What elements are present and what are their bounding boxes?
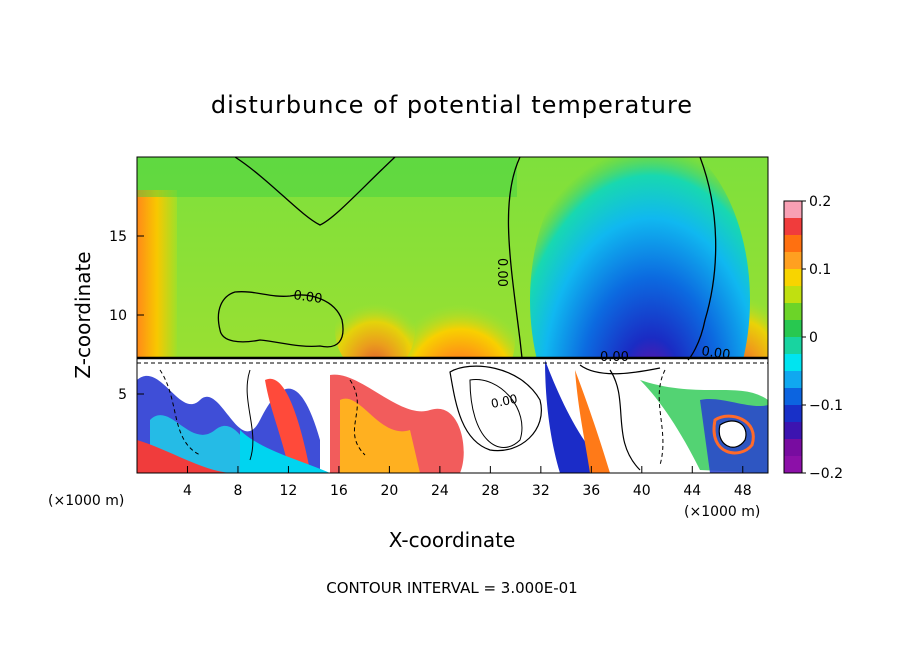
x-axis-title: X-coordinate	[389, 528, 516, 552]
colorbar-tick-label-4: −0.2	[809, 466, 843, 482]
x-tick-label-20: 20	[380, 483, 398, 499]
colorbar-swatch-5	[784, 286, 802, 304]
x-tick-label-36: 36	[582, 483, 600, 499]
x-tick-label-12: 12	[280, 483, 298, 499]
colorbar-swatch-7	[784, 320, 802, 338]
contour-label-1: 0.00	[292, 288, 323, 307]
colorbar-swatch-8	[784, 337, 802, 355]
colorbar-swatch-9	[784, 354, 802, 372]
x-tick-label-44: 44	[683, 483, 701, 499]
colorbar-swatch-0	[784, 201, 802, 219]
x-tick-label-28: 28	[481, 483, 499, 499]
colorbar-swatch-6	[784, 303, 802, 321]
y-axis: 5 10 15	[109, 229, 144, 403]
x-unit-right: (×1000 m)	[684, 504, 760, 520]
colorbar-swatch-12	[784, 405, 802, 423]
heatmap-field	[137, 157, 768, 473]
contour-label-4: 0.00	[700, 344, 731, 363]
colorbar	[783, 200, 803, 474]
x-tick-label-4: 4	[183, 483, 192, 499]
x-tick-label-8: 8	[233, 483, 242, 499]
colorbar-swatch-10	[784, 371, 802, 389]
x-axis: 4 8 12 16 20 24 28 32 36 40 44 48	[183, 466, 752, 499]
colorbar-swatch-15	[784, 456, 802, 474]
colorbar-swatch-1	[784, 218, 802, 236]
contour-interval-label: CONTOUR INTERVAL = 3.000E-01	[326, 579, 577, 597]
y-tick-label-10: 10	[109, 308, 127, 324]
y-tick-label-15: 15	[109, 229, 127, 245]
colorbar-tick-label-3: −0.1	[809, 398, 843, 414]
colorbar-swatch-14	[784, 439, 802, 457]
x-tick-label-48: 48	[734, 483, 752, 499]
x-tick-label-16: 16	[330, 483, 348, 499]
chart-title: disturbunce of potential temperature	[211, 91, 693, 119]
y-axis-title: Z-coordinate	[71, 251, 95, 378]
colorbar-tick-label-0: 0.2	[809, 194, 831, 210]
colorbar-swatch-4	[784, 269, 802, 287]
colorbar-swatch-2	[784, 235, 802, 253]
x-tick-label-24: 24	[431, 483, 449, 499]
colorbar-tick-label-2: 0	[809, 330, 818, 346]
colorbar-swatch-13	[784, 422, 802, 440]
contour-label-3: 0.00	[600, 350, 629, 365]
x-tick-label-32: 32	[532, 483, 550, 499]
x-tick-label-40: 40	[633, 483, 651, 499]
colorbar-tick-label-1: 0.1	[809, 262, 831, 278]
x-unit-left: (×1000 m)	[48, 493, 124, 509]
colorbar-axis: 0.2 0.1 0 −0.1 −0.2	[802, 194, 843, 482]
y-tick-label-5: 5	[118, 387, 127, 403]
contour-label-2: 0.00	[494, 258, 509, 287]
colorbar-swatch-3	[784, 252, 802, 270]
colorbar-swatch-11	[784, 388, 802, 406]
contour-label-5: 0.00	[490, 392, 519, 411]
